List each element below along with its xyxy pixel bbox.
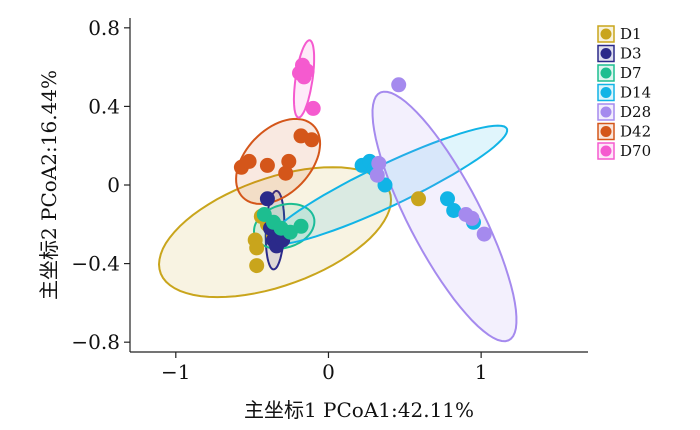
point-d42-5 <box>278 165 294 181</box>
y-ticks: −0.8 −0.4 0 0.4 0.8 <box>71 16 130 354</box>
y-axis-title: 主坐标2 PCoA2:16.44% <box>37 70 61 300</box>
point-d14-5 <box>440 191 455 207</box>
point-d70-4 <box>299 63 315 79</box>
data-points <box>233 57 492 274</box>
legend-dot-d1 <box>600 28 612 40</box>
confidence-ellipses <box>157 39 518 343</box>
point-d42-3 <box>259 157 275 173</box>
legend-label-d1: D1 <box>620 25 642 43</box>
legend-dot-d7 <box>600 67 612 79</box>
point-d7-5 <box>293 218 309 234</box>
point-d1-7 <box>411 191 426 207</box>
legend-dot-d3 <box>600 48 612 59</box>
point-d42-4 <box>281 153 297 169</box>
point-d14-6 <box>446 203 462 218</box>
legend-label-d7: D7 <box>620 64 642 82</box>
y-tick-label: −0.8 <box>71 330 120 354</box>
point-d28-1 <box>391 77 407 93</box>
x-tick-label: 0 <box>322 360 335 384</box>
x-ticks: −1 0 1 <box>161 352 488 384</box>
point-d28-2 <box>371 155 387 171</box>
point-d28-3 <box>369 167 385 183</box>
point-d3-1 <box>259 191 275 207</box>
y-tick-label: 0.4 <box>88 94 120 118</box>
y-tick-label: 0.8 <box>88 16 120 40</box>
legend-dot-d14 <box>600 87 612 98</box>
legend-dot-d70 <box>600 145 612 157</box>
ellipse-d28 <box>371 90 518 343</box>
x-tick-label: −1 <box>161 360 190 384</box>
legend-label-d42: D42 <box>620 123 651 141</box>
x-axis-title: 主坐标1 PCoA1:42.11% <box>244 398 474 422</box>
point-d70-5 <box>305 100 321 116</box>
y-tick-label: 0 <box>107 173 120 197</box>
legend-dot-d42 <box>600 126 612 137</box>
legend-label-d14: D14 <box>620 84 651 102</box>
legend-label-d70: D70 <box>620 142 651 160</box>
point-d42-7 <box>304 132 320 148</box>
legend-dot-d28 <box>600 106 612 118</box>
point-d1-3 <box>249 258 265 274</box>
point-d28-5 <box>476 226 492 242</box>
y-tick-label: −0.4 <box>71 252 120 276</box>
legend-label-d28: D28 <box>620 103 651 121</box>
x-tick-label: 1 <box>475 360 488 384</box>
point-d42-2 <box>241 153 257 169</box>
point-d28-6 <box>458 207 474 222</box>
legend-label-d3: D3 <box>620 45 642 63</box>
point-d1-2 <box>249 240 265 256</box>
